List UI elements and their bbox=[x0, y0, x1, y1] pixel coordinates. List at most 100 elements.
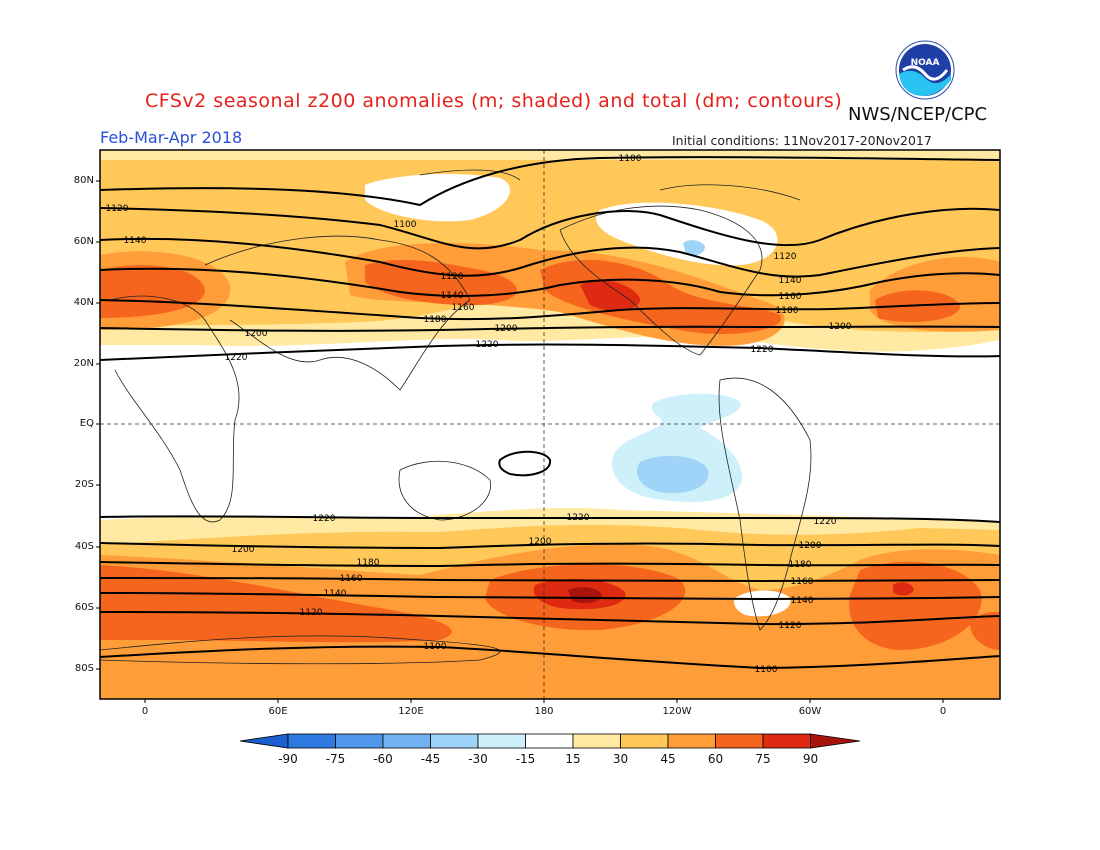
colorbar-cell bbox=[382, 733, 431, 749]
anomaly-nh-arctic-white bbox=[365, 174, 510, 222]
contour-1140-nh bbox=[100, 237, 1000, 278]
contour-label: 1120 bbox=[300, 608, 323, 618]
contour-1220-nh bbox=[100, 343, 1000, 361]
contour-label: 1180 bbox=[357, 558, 380, 568]
lon-label: 0 bbox=[939, 706, 947, 717]
colorbar-arrow-high bbox=[810, 733, 861, 749]
lon-label: 0 bbox=[141, 706, 149, 717]
contour-1120-nh bbox=[100, 207, 1000, 250]
contour-label: 1220 bbox=[814, 517, 837, 527]
contour-label: 1220 bbox=[751, 345, 774, 355]
anomaly-sh-75b bbox=[893, 582, 914, 596]
colorbar-cell bbox=[335, 733, 384, 749]
contour-label: 1220 bbox=[476, 340, 499, 350]
contour-label: 1160 bbox=[791, 577, 814, 587]
lat-label: 60S bbox=[74, 602, 94, 613]
colorbar-cell bbox=[620, 733, 669, 749]
lat-label: 20S bbox=[74, 479, 94, 490]
colorbar-cell bbox=[287, 733, 336, 749]
contour-1120-sh bbox=[100, 611, 1000, 626]
contour-label: 1120 bbox=[106, 204, 129, 214]
lat-label: 60N bbox=[73, 236, 94, 247]
contour-label: 1180 bbox=[424, 315, 447, 325]
contour-label: 1220 bbox=[567, 513, 590, 523]
contour-label: 1200 bbox=[799, 541, 822, 551]
contour-1200-nh bbox=[100, 325, 1000, 332]
forecast-period: Feb-Mar-Apr 2018 bbox=[100, 128, 243, 147]
colorbar-tick: -15 bbox=[515, 752, 536, 766]
contour-label: 1200 bbox=[495, 324, 518, 334]
contour-1100-nh bbox=[100, 156, 1000, 207]
colorbar-arrow-low bbox=[239, 733, 289, 749]
contour-label: 1140 bbox=[791, 596, 814, 606]
noaa-logo-icon: NOAA bbox=[895, 40, 955, 100]
colorbar bbox=[239, 733, 861, 749]
lat-label: 40N bbox=[73, 297, 94, 308]
anomaly-nh-60c bbox=[540, 259, 782, 335]
contour-label: 1140 bbox=[779, 276, 802, 286]
contour-label: 1220 bbox=[225, 353, 248, 363]
anomaly-nh-neg bbox=[683, 240, 705, 256]
contour-label: 1200 bbox=[232, 545, 255, 555]
colorbar-tick: 90 bbox=[802, 752, 819, 766]
contour-1200-sh bbox=[100, 542, 1000, 550]
contour-label: 1120 bbox=[441, 272, 464, 282]
height-contours bbox=[100, 156, 1000, 670]
contour-label: 1120 bbox=[774, 252, 797, 262]
anomaly-trop-neg30 bbox=[636, 455, 709, 494]
anomaly-nh-60b bbox=[365, 259, 518, 306]
contour-label: 1140 bbox=[124, 236, 147, 246]
contour-label: 1100 bbox=[424, 642, 447, 652]
contour-label: 1100 bbox=[755, 665, 778, 675]
colorbar-cell bbox=[667, 733, 716, 749]
anomaly-sh-60d bbox=[969, 611, 1000, 650]
contour-labels: 1100 1100 1120 1120 1120 1140 1140 1140 … bbox=[106, 154, 852, 675]
colorbar-tick: -90 bbox=[278, 752, 298, 766]
contour-label: 1200 bbox=[245, 329, 268, 339]
axis-ticks bbox=[96, 180, 944, 703]
colorbar-tick: -75 bbox=[325, 752, 346, 766]
anomaly-sh-white-patch bbox=[733, 590, 791, 617]
contour-label: 1120 bbox=[779, 621, 802, 631]
anomaly-sh-60a bbox=[100, 565, 452, 643]
organization-label: NWS/NCEP/CPC bbox=[848, 104, 988, 125]
colorbar-cell bbox=[572, 733, 621, 749]
colorbar-tick: 75 bbox=[755, 752, 771, 766]
colorbar-tick: -30 bbox=[468, 752, 488, 766]
colorbar-cell bbox=[477, 733, 526, 749]
colorbar-cell bbox=[715, 733, 764, 749]
anomaly-nh-30 bbox=[100, 160, 1000, 332]
contour-1140-sh bbox=[100, 592, 1000, 601]
contour-label: 1100 bbox=[619, 154, 642, 164]
contour-label: 1160 bbox=[340, 574, 363, 584]
anomaly-nh-60a bbox=[100, 265, 205, 318]
contour-1180-sh bbox=[100, 561, 1000, 568]
contour-label: 1220 bbox=[313, 514, 336, 524]
anomaly-sh-90 bbox=[568, 587, 602, 603]
anomaly-sh-60c bbox=[849, 561, 982, 650]
colorbar-cell bbox=[762, 733, 811, 749]
initial-conditions-label: Initial conditions: bbox=[672, 133, 780, 148]
contour-1160-nh bbox=[100, 267, 1000, 297]
contour-1220-sh bbox=[100, 515, 1000, 523]
lat-label: 40S bbox=[74, 541, 94, 552]
initial-conditions-value: 11Nov2017-20Nov2017 bbox=[783, 133, 932, 148]
contour-1100-sh bbox=[100, 645, 1000, 670]
contour-label: 1180 bbox=[789, 560, 812, 570]
lon-label: 60W bbox=[798, 706, 822, 717]
colorbar-tick: 60 bbox=[707, 752, 724, 766]
colorbar-tick: 45 bbox=[660, 752, 676, 766]
contour-1180-nh bbox=[100, 299, 1000, 321]
lat-label: 20N bbox=[73, 358, 94, 369]
lon-label: 180 bbox=[534, 706, 554, 717]
logo-text: NOAA bbox=[911, 58, 940, 68]
contour-closed-tropics bbox=[498, 450, 552, 477]
lat-label: EQ bbox=[79, 418, 94, 429]
lon-label: 60E bbox=[268, 706, 288, 717]
coastlines bbox=[100, 169, 812, 665]
contour-label: 1200 bbox=[829, 322, 852, 332]
colorbar-cell bbox=[430, 733, 479, 749]
contour-label: 1140 bbox=[441, 291, 464, 301]
colorbar-cell bbox=[525, 733, 574, 749]
